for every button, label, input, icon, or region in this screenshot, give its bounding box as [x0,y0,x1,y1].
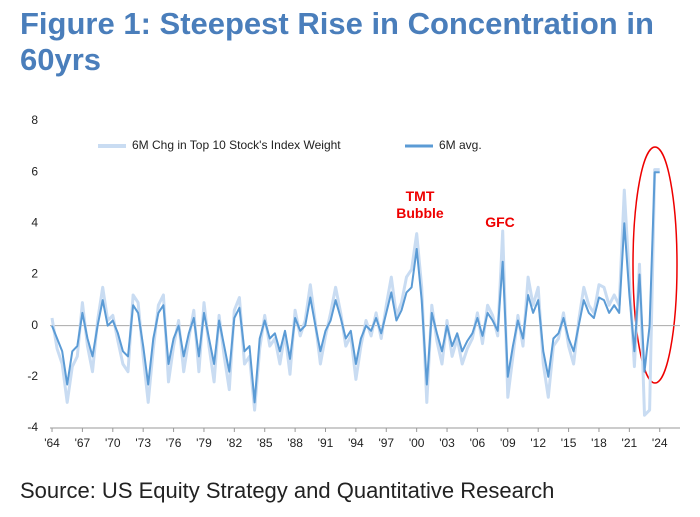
series-line [51,171,660,404]
legend-label: 6M Chg in Top 10 Stock's Index Weight [132,138,341,152]
series-line [50,168,660,417]
x-tick-label: '76 [166,436,182,450]
x-tick-label: '64 [44,436,60,450]
x-tick-label: '85 [257,436,273,450]
x-tick-label: '00 [409,436,425,450]
source-note: Source: US Equity Strategy and Quantitat… [20,478,555,503]
x-tick-label: '67 [75,436,91,450]
x-tick-label: '97 [378,436,394,450]
x-tick-label: '06 [470,436,486,450]
annotation: GFC [485,214,515,230]
x-tick-label: '70 [105,436,121,450]
y-tick-label: 4 [31,216,38,230]
x-tick-label: '82 [227,436,243,450]
y-tick-label: 0 [31,318,38,332]
legend-label: 6M avg. [439,138,482,152]
x-tick-label: '21 [622,436,638,450]
x-tick-label: '18 [591,436,607,450]
y-tick-label: -4 [27,420,38,434]
x-tick-label: '91 [318,436,334,450]
x-tick-label: '24 [652,436,668,450]
chart-title: Figure 1: Steepest Rise in Concentration… [20,6,654,77]
x-tick-label: '12 [530,436,546,450]
x-tick-label: '73 [135,436,151,450]
x-tick-label: '03 [439,436,455,450]
y-tick-label: 8 [31,113,38,127]
y-tick-label: 2 [31,267,38,281]
x-tick-label: '94 [348,436,364,450]
x-tick-label: '09 [500,436,516,450]
annotation: TMT Bubble [396,188,444,221]
highlight-ellipse [632,146,678,384]
y-tick-label: -2 [27,369,38,383]
x-tick-label: '15 [561,436,577,450]
x-tick-label: '79 [196,436,212,450]
x-tick-label: '88 [287,436,303,450]
y-tick-label: 6 [31,164,38,178]
